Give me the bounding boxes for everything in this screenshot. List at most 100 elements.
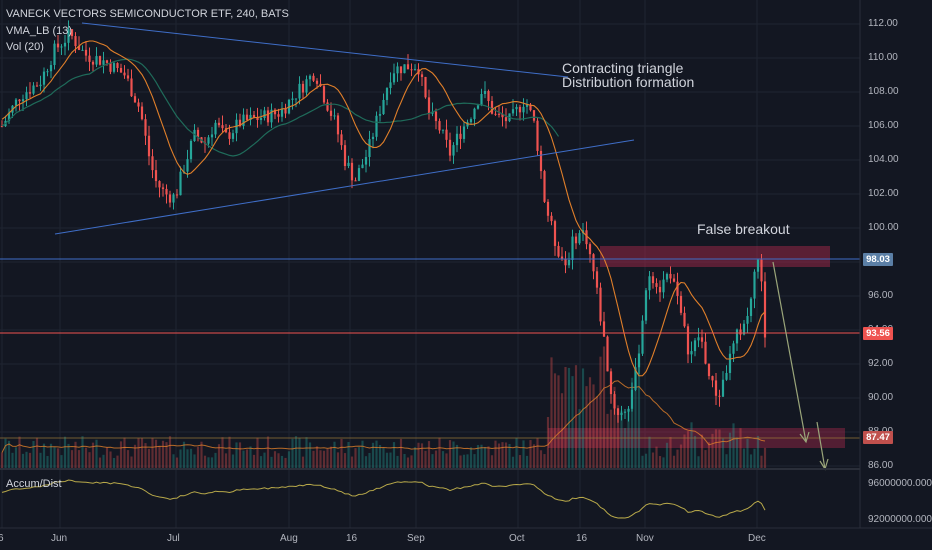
indicator-volume-label[interactable]: Vol (20) [6, 41, 44, 53]
volume-bar [98, 457, 102, 468]
candle-body [385, 88, 389, 100]
price-tick-label: 92.00 [868, 358, 894, 369]
candle-body [655, 283, 658, 287]
annotation-false-breakout[interactable]: False breakout [697, 221, 790, 237]
volume-bar [88, 452, 91, 468]
volume-bar [123, 437, 126, 468]
price-tick-label: 110.00 [868, 52, 898, 63]
last-price-tag: 93.56 [863, 327, 893, 340]
volume-bar [515, 437, 518, 468]
volume-bar [553, 373, 557, 468]
candle-body [571, 236, 574, 260]
volume-bar [81, 436, 84, 468]
candle-body [602, 321, 606, 337]
drawings[interactable] [0, 22, 860, 471]
candle-body [186, 159, 189, 172]
volume-bar [714, 429, 718, 468]
volume-bar [399, 438, 403, 468]
candle-body [697, 337, 700, 341]
volume-bar [263, 452, 266, 468]
volume-bar [721, 438, 725, 468]
volume-bar [312, 450, 315, 468]
candle-body [613, 394, 616, 409]
candle-body [599, 287, 602, 322]
volume-bar [119, 441, 123, 468]
annotation-contracting-triangle[interactable]: Contracting triangle [562, 60, 684, 76]
candle-body [329, 110, 333, 116]
candle-body [245, 114, 249, 120]
candle-body [627, 408, 630, 412]
support-price-tag: 87.47 [863, 431, 893, 444]
candle-body [280, 108, 284, 117]
candle-body [221, 125, 224, 129]
candle-body [350, 162, 354, 181]
candle-body [539, 150, 543, 172]
volume-bar [599, 356, 602, 468]
candle-body [301, 83, 305, 93]
volume-bar [606, 413, 609, 468]
candle-body [382, 99, 385, 115]
candle-body [151, 156, 154, 171]
candle-body [95, 56, 98, 65]
volume-bar [252, 454, 256, 468]
candle-body [525, 104, 529, 107]
candle-body [403, 64, 406, 74]
volume-bar [67, 443, 70, 468]
time-tick-label: Jun [51, 533, 68, 544]
candle-body [140, 106, 144, 120]
candle-body [546, 201, 550, 216]
candle-body [438, 121, 441, 131]
volume-bar [623, 428, 627, 468]
price-tick-label: 86.00 [868, 460, 894, 471]
volume-bar [322, 450, 326, 468]
volume-bar [648, 436, 651, 468]
time-tick-label: Nov [636, 533, 654, 544]
accum-dist-label[interactable]: Accum/Dist [6, 478, 62, 490]
candle-body [434, 111, 438, 122]
candle-body [284, 108, 287, 114]
candle-body [39, 84, 42, 87]
candle-body [291, 98, 294, 100]
volume-bar [207, 457, 210, 468]
candle-body [256, 117, 259, 121]
volume-bar [354, 448, 357, 468]
volume-bar [452, 441, 455, 468]
volume-bar [718, 429, 721, 468]
volume-bar [410, 455, 413, 468]
volume-bar [529, 440, 532, 468]
candle-body [389, 82, 392, 89]
candle-body [266, 110, 270, 123]
candle-body [739, 329, 742, 335]
candle-body [634, 367, 637, 390]
candle-body [560, 256, 564, 260]
candle-body [28, 92, 32, 94]
candle-body [105, 60, 109, 63]
annotation-distribution-formation[interactable]: Distribution formation [562, 74, 695, 90]
volume-bar [413, 447, 417, 468]
candle-body [259, 118, 263, 121]
candle-body [371, 136, 375, 140]
time-tick-label: Aug [280, 533, 298, 544]
volume-bar [490, 455, 494, 468]
volume-bar [662, 457, 665, 468]
candle-body [578, 233, 581, 244]
candle-body [620, 412, 623, 415]
volume-bar [294, 436, 298, 468]
candle-body [60, 46, 63, 48]
candle-body [746, 315, 749, 324]
volume-bar [116, 455, 119, 468]
volume-bar [60, 455, 63, 468]
volume-bar [557, 375, 560, 468]
candle-body [658, 286, 662, 293]
volume-bar [760, 455, 763, 468]
indicator-vma-label[interactable]: VMA_LB (13) [6, 25, 73, 37]
candle-body [704, 341, 707, 364]
volume-bar [665, 442, 669, 468]
candle-body [123, 72, 126, 76]
volume-bar [658, 456, 662, 468]
candle-body [399, 66, 403, 74]
candle-body [333, 115, 336, 117]
volume-bar [340, 438, 343, 468]
volume-bar [130, 456, 133, 468]
